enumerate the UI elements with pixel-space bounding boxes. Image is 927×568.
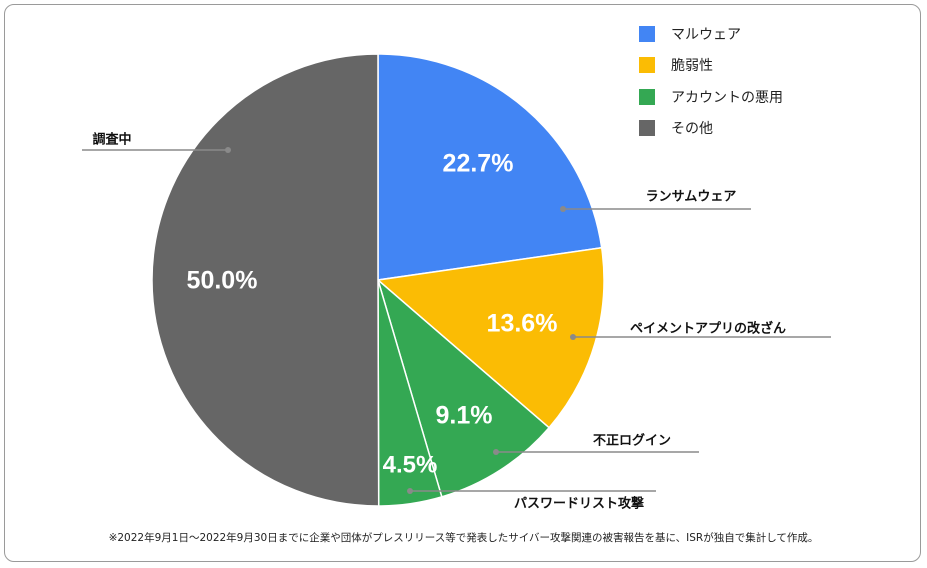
slice-percent-label: 13.6% (487, 310, 558, 338)
slice-category-label: パスワードリスト攻撃 (514, 496, 644, 512)
callout-dot (225, 147, 231, 153)
legend: マルウェア 脆弱性 アカウントの悪用 その他 (639, 18, 783, 144)
slice-percent-label: 22.7% (443, 150, 514, 178)
legend-label: マルウェア (671, 26, 741, 43)
pie-slice (377, 53, 603, 281)
pie-slice (376, 277, 551, 498)
footnote: ※2022年9月1日～2022年9月30日までに企業や団体がプレスリリース等で発… (108, 532, 819, 544)
callout-dot (560, 206, 566, 212)
callout-dot (407, 488, 413, 494)
slice-category-label: ランサムウェア (646, 190, 737, 205)
callout-dot (570, 334, 576, 340)
slice-percent-label: 4.5% (383, 451, 438, 478)
slice-percent-label: 50.0% (187, 267, 258, 295)
slice-category-label: ペイメントアプリの改ざん (630, 321, 786, 337)
legend-swatch (639, 88, 655, 105)
legend-item-account-abuse: アカウントの悪用 (639, 81, 783, 113)
legend-swatch (639, 25, 655, 42)
slice-category-label: 不正ログイン (593, 433, 671, 449)
slice-category-label: 調査中 (92, 132, 131, 148)
legend-swatch (639, 57, 655, 74)
legend-item-other: その他 (639, 113, 783, 145)
slice-percent-label: 9.1% (436, 402, 493, 430)
legend-label: 脆弱性 (671, 58, 713, 75)
legend-item-malware: マルウェア (639, 18, 783, 50)
legend-swatch (639, 120, 655, 137)
pie-slice (376, 246, 605, 429)
legend-label: その他 (671, 121, 713, 138)
callout-dot (493, 449, 499, 455)
pie-slice (151, 53, 380, 507)
legend-item-vulnerability: 脆弱性 (639, 50, 783, 82)
legend-label: アカウントの悪用 (671, 89, 783, 106)
